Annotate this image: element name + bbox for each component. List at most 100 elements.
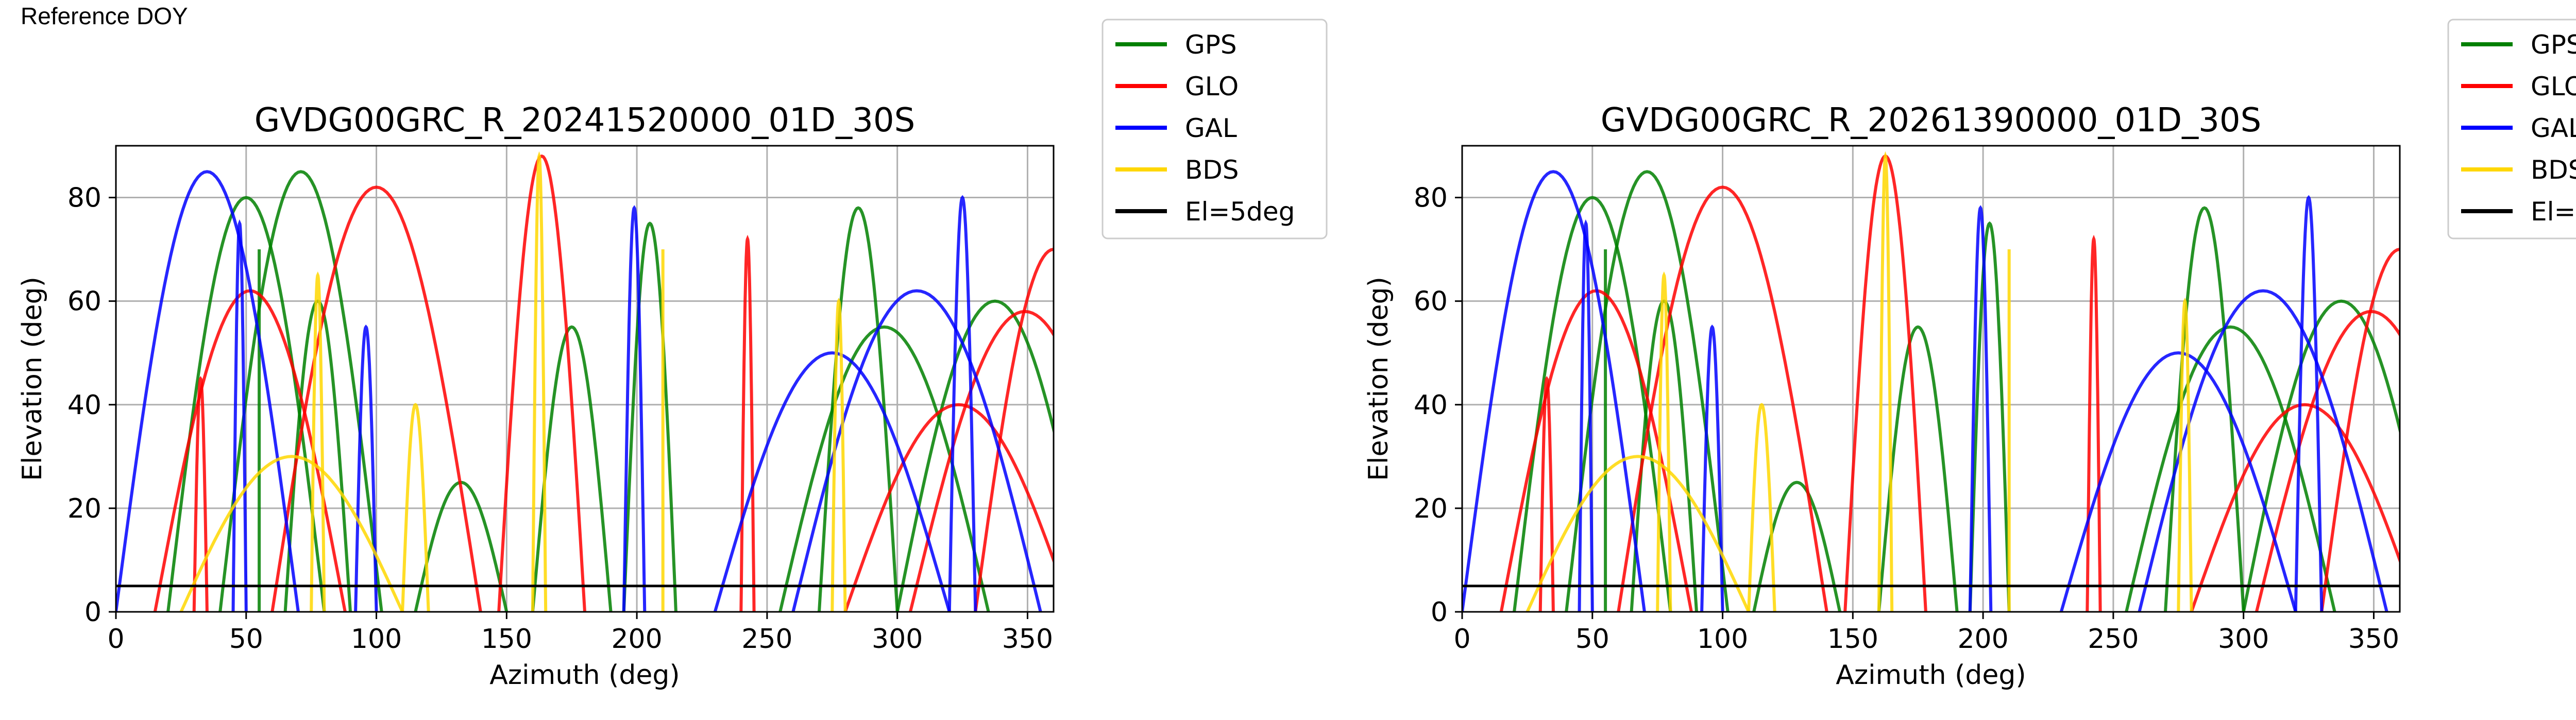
satellite-track xyxy=(1700,324,1724,612)
y-axis-label: Elevation (deg) xyxy=(1363,277,1394,481)
satellite-track xyxy=(179,455,404,612)
satellite-track xyxy=(497,154,586,612)
y-axis-label: Elevation (deg) xyxy=(17,277,48,481)
satellite-track xyxy=(401,403,430,612)
satellite-track xyxy=(354,324,378,612)
satellite-track xyxy=(2242,299,2400,612)
y-tick-label: 0 xyxy=(1431,597,1448,628)
x-axis-label: Azimuth (deg) xyxy=(489,660,680,691)
x-tick-label: 250 xyxy=(2088,624,2139,655)
y-tick-label: 0 xyxy=(84,597,101,628)
satellite-track xyxy=(713,351,951,612)
x-tick-label: 250 xyxy=(741,624,792,655)
satellite-track xyxy=(192,376,209,612)
series-gal xyxy=(116,170,1042,612)
satellite-track xyxy=(2320,248,2400,612)
satellite-track xyxy=(831,297,847,612)
x-tick-label: 300 xyxy=(2218,624,2269,655)
satellite-track xyxy=(1617,185,1828,612)
satellite-track xyxy=(778,325,990,612)
chart-title: GVDG00GRC_R_20241520000_01D_30S xyxy=(255,101,915,140)
legend-label: GLO xyxy=(1185,72,1239,101)
page-label: Reference DOY xyxy=(21,3,188,29)
satellite-track xyxy=(1747,403,1776,612)
x-tick-label: 150 xyxy=(1827,624,1878,655)
x-tick-label: 0 xyxy=(1453,624,1470,655)
y-tick-label: 40 xyxy=(67,390,101,421)
y-tick-label: 40 xyxy=(1414,390,1448,421)
x-tick-label: 200 xyxy=(1957,624,2008,655)
legend-label: GAL xyxy=(2531,113,2576,143)
series-bds xyxy=(1526,151,2193,612)
x-tick-label: 50 xyxy=(1575,624,1609,655)
satellite-track xyxy=(1513,196,1672,612)
satellite-track xyxy=(1968,221,2011,612)
satellite-track xyxy=(974,248,1054,612)
x-tick-label: 100 xyxy=(1697,624,1748,655)
legend-box xyxy=(1101,19,1328,239)
satellite-track xyxy=(166,196,326,612)
satellite-track xyxy=(270,185,482,612)
satellite-track xyxy=(622,221,677,612)
axes-frame xyxy=(115,145,1055,613)
satellite-track xyxy=(1462,170,1646,612)
x-tick-label: 100 xyxy=(351,624,402,655)
satellite-track xyxy=(531,151,548,612)
satellite-track xyxy=(310,271,326,612)
satellite-track xyxy=(2177,297,2193,612)
y-tick-label: 20 xyxy=(67,493,101,524)
satellite-track xyxy=(1538,376,1555,612)
x-axis-label: Azimuth (deg) xyxy=(1836,660,2026,691)
satellite-track xyxy=(231,219,248,612)
legend: GPS GLO GAL BDS El=5deg xyxy=(2447,19,2576,239)
satellite-track xyxy=(908,310,1054,612)
satellite-track xyxy=(2059,351,2297,612)
x-tick-label: 50 xyxy=(229,624,263,655)
satellite-track xyxy=(622,205,647,612)
plot-area xyxy=(116,151,1054,612)
y-tick-label: 80 xyxy=(1414,183,1448,214)
satellite-track xyxy=(818,206,899,612)
legend-label: GPS xyxy=(1185,30,1237,60)
plot-area xyxy=(1462,151,2400,612)
satellite-track xyxy=(1968,205,1993,612)
x-tick-label: 350 xyxy=(1002,624,1053,655)
satellite-track xyxy=(1578,219,1594,612)
series-gal xyxy=(1462,170,2388,612)
chart-1: 0 50 100 150 200 250 300 350 0 20 40 60 80 GVDG00GRC_… xyxy=(17,19,1328,691)
satellite-track xyxy=(1526,455,1750,612)
legend-label: El=5deg xyxy=(1185,197,1295,227)
x-tick-label: 0 xyxy=(107,624,124,655)
satellite-track xyxy=(2125,325,2336,612)
legend-label: El=5deg xyxy=(2531,197,2576,227)
legend: GPS GLO GAL BDS El=5deg xyxy=(1101,19,1328,239)
chart-title: GVDG00GRC_R_20261390000_01D_30S xyxy=(1601,101,2261,140)
satellite-track xyxy=(895,299,1054,612)
y-tick-label: 20 xyxy=(1414,493,1448,524)
satellite-track xyxy=(739,234,756,612)
satellite-track xyxy=(2255,310,2400,612)
x-tick-label: 350 xyxy=(2348,624,2399,655)
y-tick-label: 60 xyxy=(67,286,101,317)
x-tick-label: 150 xyxy=(481,624,532,655)
x-tick-label: 300 xyxy=(872,624,923,655)
satellite-track xyxy=(2190,403,2400,612)
x-tick-label: 200 xyxy=(611,624,662,655)
y-tick-label: 60 xyxy=(1414,286,1448,317)
series-bds xyxy=(179,151,847,612)
satellite-track xyxy=(2086,234,2102,612)
satellite-track xyxy=(947,195,977,612)
satellite-track xyxy=(116,170,300,612)
axes-frame xyxy=(1461,145,2401,613)
legend-label: BDS xyxy=(2531,155,2576,185)
satellite-track xyxy=(1565,170,1730,612)
legend-label: GLO xyxy=(2531,72,2576,101)
satellite-track xyxy=(2164,206,2245,612)
legend-label: GPS xyxy=(2531,30,2576,60)
legend-label: GAL xyxy=(1185,113,1237,143)
satellite-track xyxy=(218,170,383,612)
y-tick-label: 80 xyxy=(67,183,101,214)
satellite-track xyxy=(2294,195,2324,612)
chart-2: 0 50 100 150 200 250 300 350 0 20 40 60 80 GVDG00GRC_… xyxy=(1363,19,2576,691)
